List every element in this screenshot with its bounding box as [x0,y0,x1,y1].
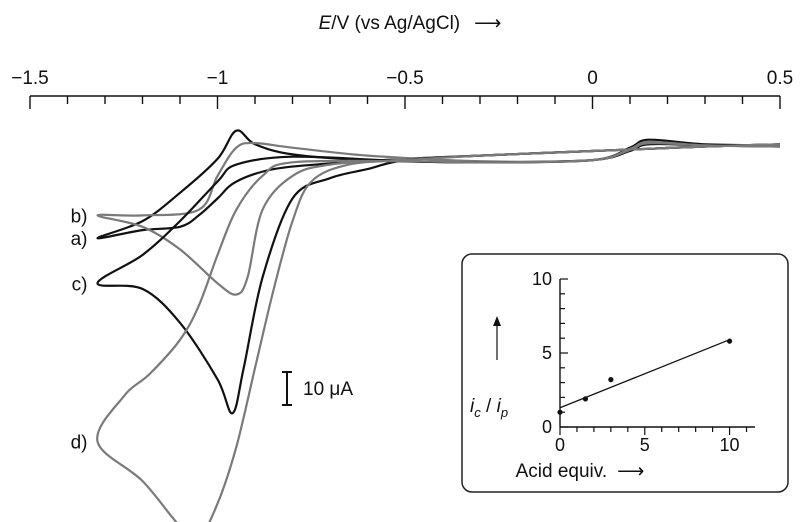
main-x-axis-unit: /V (vs Ag/AgCl) [331,13,460,34]
inset-y-tick-label: 10 [532,269,552,289]
inset-fit-line [559,339,730,409]
main-x-axis-title: E/V (vs Ag/AgCl) ⟶ [319,13,502,34]
curve-labels: a)b) c) d) [71,206,88,453]
inset-y-sub2: p [500,405,508,420]
inset-frame [461,253,789,493]
inset-data-point [582,396,589,402]
inset-y-axis-title: ic / ip [470,396,508,420]
main-x-tick-label: −0.5 [386,68,424,89]
inset-data-point [726,338,733,344]
curve-label: d) [71,432,88,453]
cv-curve [96,141,781,522]
inset-x-axis-arrow: ⟶ [617,461,644,482]
inset-y-arrowhead [493,316,501,326]
inset-x-axis-label: Acid equiv. [516,461,608,482]
inset-y-tick-label: 0 [542,417,552,437]
inset-y-i2: i [497,396,502,417]
inset-y-i1: i [470,396,475,417]
inset-data-point [608,377,614,383]
inset-data [557,338,733,415]
main-x-tick-label: −1.5 [11,68,49,89]
inset-x-tick-label: 0 [555,435,565,455]
inset-y-sub1: c [474,405,481,420]
main-x-axis-arrow: ⟶ [474,13,501,34]
main-x-axis: −1.5 −1 −0.5 0 0.5 [11,68,793,109]
inset-x-tick-label: 5 [640,435,650,455]
inset-axes: 0 5 10 0 5 10 [532,269,755,455]
inset-data-point [557,409,563,415]
main-x-tick-label: 0 [587,68,598,89]
curve-label: a) [71,229,88,250]
inset-x-axis-title: Acid equiv. ⟶ [516,461,645,482]
curve-label: c) [72,274,88,295]
inset-x-tick-label: 10 [720,435,740,455]
main-x-tick-label: 0.5 [767,68,793,89]
main-x-tick-label: −1 [207,68,229,89]
scale-bar-label: 10 μA [303,379,353,400]
main-x-axis-var: E [319,13,332,34]
inset-y-tick-label: 5 [542,343,552,363]
current-scale-bar: 10 μA [282,371,353,406]
cv-curves [96,129,781,522]
inset-y-sep: / [481,396,497,417]
curve-label: b) [71,206,88,227]
